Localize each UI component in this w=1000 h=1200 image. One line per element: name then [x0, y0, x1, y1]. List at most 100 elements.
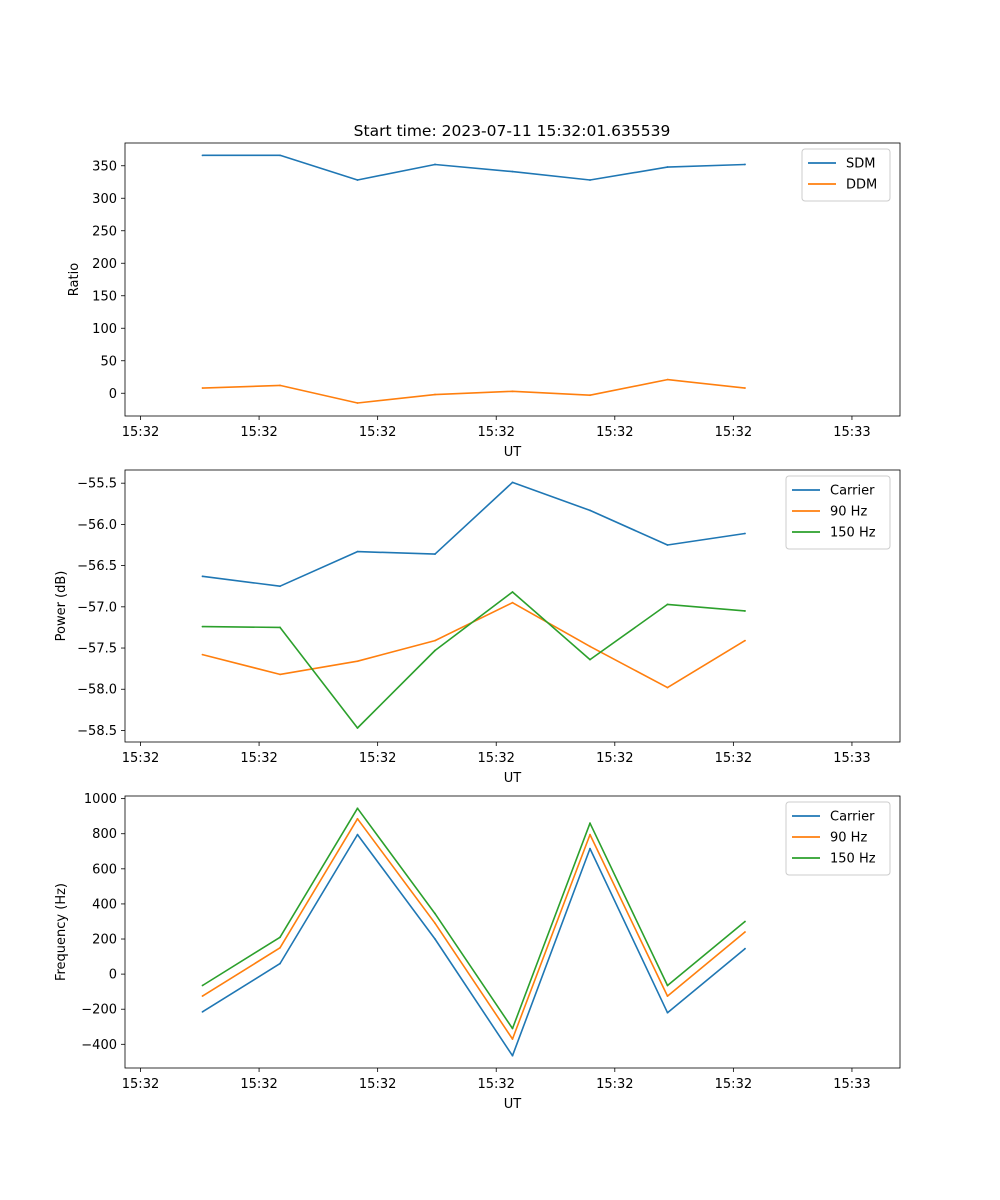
data-point — [589, 645, 591, 648]
data-point — [356, 402, 359, 404]
legend: Carrier 90 Hz 150 Hz — [785, 475, 891, 550]
y-axis-label: Frequency (Hz) — [54, 883, 69, 981]
data-point — [511, 1038, 514, 1040]
y-tick-label: −400 — [81, 1038, 117, 1053]
legend-label: Carrier — [830, 484, 875, 499]
legend-box — [785, 801, 891, 876]
subplot-1: 15:32 15:32 15:32 15:32 15:32 15:32 15:33 0 50 10… — [67, 142, 901, 460]
legend-label: 90 Hz — [830, 831, 867, 846]
series-line-sdm — [202, 154, 746, 181]
legend-label: Carrier — [830, 810, 875, 825]
y-tick-label: −58.0 — [77, 683, 117, 698]
series-line-150-hz — [202, 807, 746, 1030]
x-tick-label: 15:32 — [596, 1077, 633, 1092]
data-point — [589, 394, 591, 397]
x-tick-label: 15:32 — [240, 751, 277, 766]
y-tick-label: −57.0 — [77, 600, 117, 615]
data-point — [511, 1027, 514, 1030]
x-tick-label: 15:32 — [477, 1077, 514, 1092]
x-tick-label: 15:32 — [596, 751, 633, 766]
data-point — [356, 550, 359, 553]
y-tick-label: −56.5 — [77, 559, 117, 574]
data-point — [279, 585, 281, 588]
data-point — [744, 639, 746, 642]
figure-title: Start time: 2023-07-11 15:32:01.635539 — [354, 122, 671, 140]
data-point — [511, 481, 514, 484]
y-tick-label: 200 — [92, 933, 117, 948]
data-point — [744, 532, 746, 535]
y-tick-label: 600 — [92, 862, 117, 877]
data-point — [201, 653, 204, 656]
data-point — [434, 938, 436, 940]
legend-label: 150 Hz — [830, 852, 876, 867]
legend-label: 150 Hz — [830, 526, 876, 541]
y-tick-label: −56.0 — [77, 518, 117, 533]
data-point — [356, 833, 359, 836]
y-axis-label: Power (dB) — [54, 571, 69, 642]
data-point — [511, 170, 514, 173]
x-tick-label: 15:32 — [122, 751, 159, 766]
legend-label: DDM — [846, 178, 877, 193]
data-point — [201, 387, 204, 389]
legend-box — [801, 148, 891, 202]
series-line-150-hz — [202, 591, 746, 729]
axes-frame — [124, 795, 901, 1069]
data-point — [589, 658, 591, 661]
data-point — [744, 610, 746, 612]
data-point — [434, 639, 436, 642]
series-line-ddm — [202, 378, 746, 404]
data-point — [666, 378, 669, 381]
data-point — [589, 822, 591, 825]
data-point — [511, 1054, 514, 1057]
y-tick-label: −55.5 — [77, 477, 117, 492]
data-point — [201, 154, 204, 157]
x-axis-label: UT — [504, 771, 522, 786]
x-tick-label: 15:33 — [833, 425, 870, 440]
data-point — [666, 544, 669, 546]
x-tick-label: 15:32 — [122, 1077, 159, 1092]
data-point — [511, 591, 514, 593]
data-point — [279, 946, 281, 949]
data-point — [279, 154, 281, 157]
axes-frame — [124, 142, 901, 417]
data-point — [589, 509, 591, 512]
data-point — [356, 817, 359, 820]
data-point — [434, 649, 436, 652]
x-tick-label: 15:32 — [359, 1077, 396, 1092]
data-point — [279, 962, 281, 965]
y-tick-label: 300 — [92, 192, 117, 207]
data-point — [744, 931, 746, 933]
x-tick-label: 15:32 — [715, 751, 752, 766]
data-point — [279, 936, 281, 939]
data-point — [666, 166, 669, 168]
y-tick-label: 0 — [109, 968, 117, 983]
data-point — [666, 686, 669, 689]
x-axis-label: UT — [504, 1097, 522, 1112]
x-tick-label: 15:32 — [596, 425, 633, 440]
x-tick-label: 15:32 — [122, 425, 159, 440]
legend-box — [785, 475, 891, 550]
data-point — [511, 390, 514, 393]
legend: Carrier 90 Hz 150 Hz — [785, 801, 891, 876]
data-point — [201, 575, 204, 578]
x-tick-label: 15:33 — [833, 751, 870, 766]
x-axis-label: UT — [504, 445, 522, 460]
data-point — [589, 833, 591, 836]
y-tick-label: 200 — [92, 257, 117, 272]
data-point — [279, 673, 281, 676]
data-point — [744, 387, 746, 389]
data-point — [434, 553, 436, 555]
y-tick-label: 50 — [100, 354, 117, 369]
data-point — [744, 920, 746, 923]
data-point — [356, 179, 359, 181]
x-tick-label: 15:32 — [240, 425, 277, 440]
x-tick-label: 15:32 — [477, 425, 514, 440]
data-point — [201, 1010, 204, 1013]
x-tick-label: 15:32 — [715, 1077, 752, 1092]
x-tick-label: 15:33 — [833, 1077, 870, 1092]
y-tick-label: 150 — [92, 289, 117, 304]
y-tick-label: 1000 — [84, 792, 117, 807]
data-point — [511, 601, 514, 604]
data-point — [201, 625, 204, 628]
